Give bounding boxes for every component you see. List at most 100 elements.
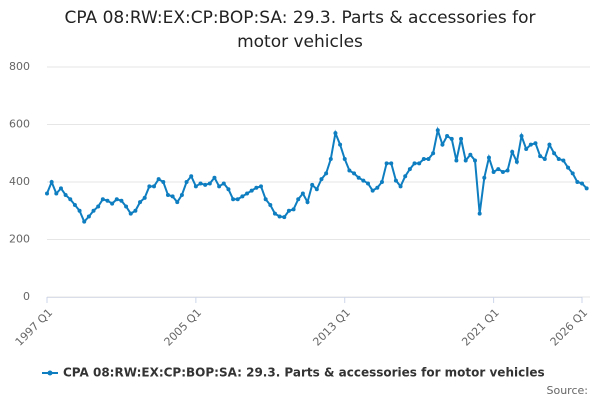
point xyxy=(580,181,584,186)
point xyxy=(165,192,170,197)
point xyxy=(338,142,343,147)
x-tick-label: 2013 Q1 xyxy=(310,306,353,349)
point xyxy=(389,161,394,166)
point xyxy=(328,157,333,161)
point xyxy=(291,207,296,212)
y-tick-label: 0 xyxy=(23,290,30,303)
point xyxy=(398,184,403,189)
point xyxy=(463,158,468,163)
point xyxy=(305,200,310,205)
point xyxy=(552,151,557,156)
y-tick-label: 800 xyxy=(9,60,30,73)
point xyxy=(538,154,543,159)
y-tick-label: 200 xyxy=(9,233,30,246)
x-tick-label: 1997 Q1 xyxy=(13,306,56,349)
point xyxy=(366,181,370,186)
point xyxy=(231,197,236,202)
point xyxy=(226,187,231,192)
point xyxy=(435,128,440,133)
point xyxy=(426,157,431,161)
chart-title: CPA 08:RW:EX:CP:BOP:SA: 29.3. Parts & ac… xyxy=(64,8,536,52)
point xyxy=(72,203,77,207)
point xyxy=(482,175,487,180)
point xyxy=(528,142,533,147)
point xyxy=(491,169,496,174)
point xyxy=(417,161,422,166)
point xyxy=(263,197,268,202)
point xyxy=(379,180,384,184)
point xyxy=(403,174,408,179)
point xyxy=(254,185,259,190)
point xyxy=(91,208,96,213)
source: Source: xyxy=(547,384,589,397)
point xyxy=(514,159,519,164)
point xyxy=(440,142,445,147)
point xyxy=(128,211,133,216)
point xyxy=(454,158,459,163)
point xyxy=(133,208,138,213)
point xyxy=(77,208,82,213)
point xyxy=(352,171,357,176)
series-line xyxy=(46,126,588,224)
point xyxy=(375,185,380,190)
point xyxy=(221,181,226,186)
point xyxy=(119,198,124,203)
point xyxy=(561,158,566,163)
point xyxy=(393,178,398,183)
point xyxy=(477,211,482,216)
point xyxy=(68,197,73,202)
point xyxy=(542,157,547,161)
point xyxy=(412,161,417,166)
point xyxy=(82,219,87,224)
point xyxy=(333,131,338,136)
point xyxy=(110,201,115,206)
point xyxy=(556,157,561,161)
point xyxy=(184,180,189,184)
point xyxy=(286,208,291,213)
point xyxy=(445,134,450,138)
legend-marker xyxy=(47,370,53,376)
point xyxy=(347,168,352,173)
point xyxy=(272,211,277,216)
point xyxy=(277,214,282,219)
point xyxy=(370,188,375,193)
point xyxy=(310,182,315,187)
x-tick-label: 2005 Q1 xyxy=(162,306,205,349)
point xyxy=(240,194,245,199)
point xyxy=(105,198,110,203)
point xyxy=(505,168,510,173)
point xyxy=(142,195,147,200)
point xyxy=(45,191,49,196)
point xyxy=(342,157,347,161)
point xyxy=(468,152,473,157)
point xyxy=(179,192,184,197)
point xyxy=(245,191,250,196)
point xyxy=(575,180,580,184)
legend-label: CPA 08:RW:EX:CP:BOP:SA: 29.3. Parts & ac… xyxy=(63,366,545,380)
point xyxy=(124,204,129,209)
point xyxy=(449,136,454,141)
point xyxy=(566,165,571,170)
point xyxy=(384,161,389,166)
point xyxy=(584,186,589,191)
point xyxy=(100,197,105,202)
point xyxy=(161,180,166,184)
x-tick-label: 2021 Q1 xyxy=(459,306,502,349)
point xyxy=(217,184,222,189)
point xyxy=(268,203,273,207)
point xyxy=(175,200,180,205)
point xyxy=(152,184,156,189)
point xyxy=(324,171,329,176)
point xyxy=(170,194,175,199)
point xyxy=(533,141,538,146)
point xyxy=(259,184,263,189)
point xyxy=(147,184,152,189)
point xyxy=(54,191,59,196)
point xyxy=(96,204,101,209)
point xyxy=(282,215,287,220)
point xyxy=(356,175,361,180)
point xyxy=(300,191,305,196)
point xyxy=(473,158,477,163)
